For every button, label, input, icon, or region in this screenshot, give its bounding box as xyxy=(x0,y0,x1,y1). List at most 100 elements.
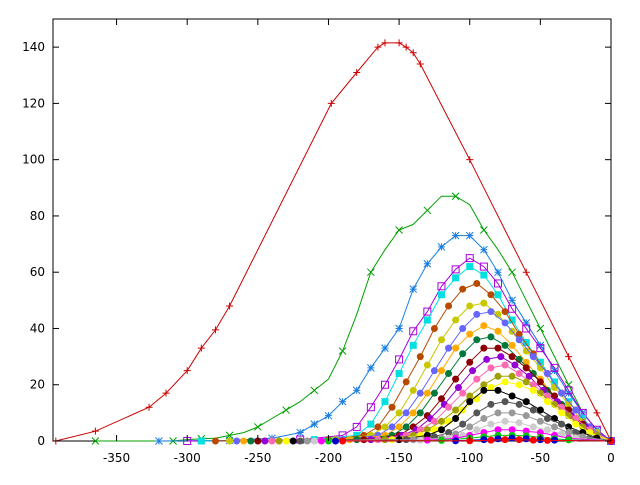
data-point xyxy=(366,268,375,277)
data-point xyxy=(536,344,545,353)
data-point xyxy=(289,437,297,445)
data-point xyxy=(558,430,566,438)
data-point xyxy=(522,358,530,366)
data-point xyxy=(508,409,516,417)
y-tick-label: 0 xyxy=(37,434,45,448)
data-point xyxy=(466,330,474,338)
data-point xyxy=(508,316,516,324)
data-point xyxy=(381,39,389,47)
data-point xyxy=(233,437,241,445)
data-point xyxy=(402,378,410,386)
data-point xyxy=(536,358,544,366)
data-point xyxy=(508,268,516,277)
data-point xyxy=(317,437,325,445)
x-tick-label: -300 xyxy=(174,451,201,465)
data-point xyxy=(466,392,474,400)
data-point xyxy=(303,437,311,445)
data-point xyxy=(494,291,502,299)
data-point xyxy=(480,322,488,330)
data-point xyxy=(522,427,530,435)
data-point xyxy=(445,369,453,377)
data-point xyxy=(423,361,431,369)
data-point xyxy=(494,372,502,380)
data-point xyxy=(515,400,523,408)
series-16 xyxy=(296,398,615,445)
data-point xyxy=(395,226,403,234)
data-point xyxy=(226,302,234,310)
data-point xyxy=(550,366,559,375)
data-point xyxy=(437,336,445,344)
data-point xyxy=(423,389,431,397)
data-point xyxy=(459,431,467,439)
data-point xyxy=(395,355,404,364)
data-point xyxy=(388,423,396,431)
data-point xyxy=(352,386,361,395)
data-point xyxy=(423,307,432,316)
data-point xyxy=(543,426,551,434)
y-tick-label: 80 xyxy=(30,209,45,223)
data-point xyxy=(508,434,516,442)
data-point xyxy=(452,344,460,352)
data-point xyxy=(416,409,424,417)
data-point xyxy=(480,271,488,279)
data-point xyxy=(466,263,474,271)
data-point xyxy=(459,420,467,428)
data-point xyxy=(501,308,509,316)
data-point xyxy=(494,426,502,434)
data-point xyxy=(536,341,545,350)
data-point xyxy=(473,336,481,344)
data-point xyxy=(473,375,481,383)
data-point xyxy=(480,436,488,444)
data-point xyxy=(508,392,516,400)
data-point xyxy=(367,420,375,428)
data-point xyxy=(501,417,509,425)
x-tick-label: -350 xyxy=(103,451,130,465)
x-tick-label: -50 xyxy=(531,451,551,465)
data-point xyxy=(416,389,424,397)
y-tick-label: 100 xyxy=(22,153,45,167)
data-point xyxy=(247,437,255,445)
data-point xyxy=(465,254,474,263)
data-point xyxy=(327,99,335,107)
data-point xyxy=(543,436,551,444)
data-point xyxy=(162,389,170,397)
data-point xyxy=(466,423,474,431)
data-point xyxy=(155,437,163,445)
data-point xyxy=(338,397,347,406)
data-point xyxy=(197,344,205,352)
data-point xyxy=(579,423,587,431)
data-point xyxy=(550,378,558,386)
data-point xyxy=(430,324,438,332)
data-point xyxy=(423,206,432,215)
data-point xyxy=(536,364,544,372)
data-point xyxy=(466,302,474,310)
data-point xyxy=(529,406,537,414)
data-point xyxy=(480,344,488,352)
data-point xyxy=(451,265,460,274)
data-point xyxy=(366,363,375,372)
data-point xyxy=(536,324,545,333)
data-point xyxy=(522,412,530,420)
x-tick-label: -100 xyxy=(456,451,483,465)
series-line xyxy=(95,195,612,442)
data-point xyxy=(416,60,424,68)
data-point xyxy=(459,285,467,293)
data-point xyxy=(515,436,523,444)
data-point xyxy=(494,327,502,335)
data-point xyxy=(395,409,403,417)
data-point xyxy=(515,336,523,344)
data-point xyxy=(339,437,347,445)
data-point xyxy=(494,344,502,352)
data-point xyxy=(508,426,516,434)
data-point xyxy=(91,427,99,435)
data-point xyxy=(395,39,403,47)
data-point xyxy=(522,364,530,372)
y-tick-label: 20 xyxy=(30,378,45,392)
series-22 xyxy=(339,436,615,445)
data-point xyxy=(501,319,509,327)
data-point xyxy=(437,426,445,434)
data-point xyxy=(395,369,403,377)
data-point xyxy=(332,437,340,445)
data-point xyxy=(508,304,517,313)
data-point xyxy=(240,437,248,445)
